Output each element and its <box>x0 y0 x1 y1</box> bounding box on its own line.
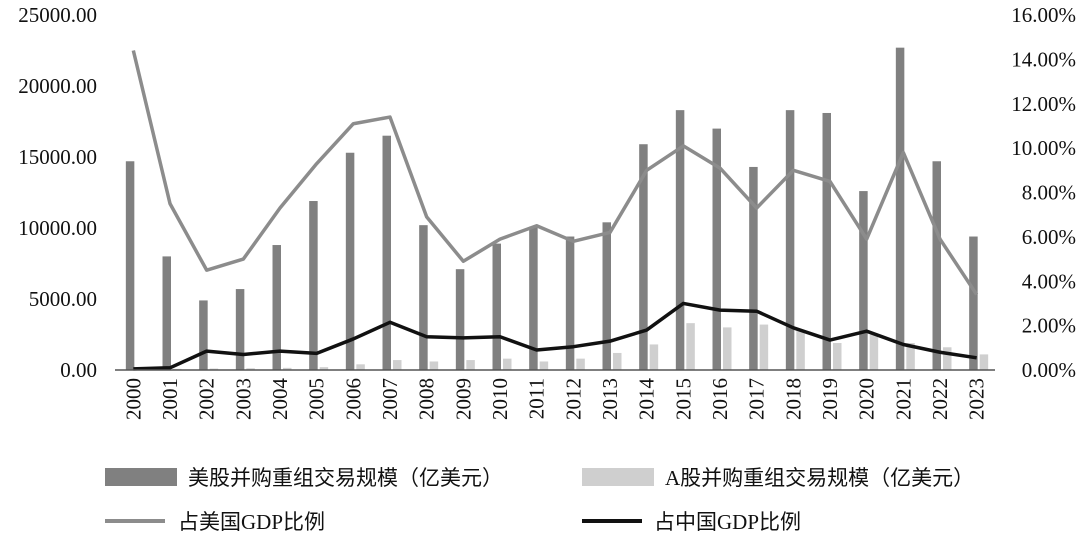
bar-a-share-deals <box>503 358 512 370</box>
x-tick-label: 2016 <box>708 378 732 420</box>
left-tick-label: 5000.00 <box>29 287 97 311</box>
bar-a-share-deals <box>393 360 402 370</box>
left-tick-label: 25000.00 <box>18 3 97 27</box>
x-tick-label: 2001 <box>158 378 182 420</box>
x-tick-label: 2012 <box>561 378 585 420</box>
x-tick-label: 2015 <box>671 378 695 420</box>
right-tick-label: 14.00% <box>1011 47 1076 71</box>
bar-a-share-deals <box>319 367 329 370</box>
bar-a-share-deals <box>246 368 255 370</box>
right-tick-label: 10.00% <box>1011 136 1076 160</box>
x-tick-label: 2003 <box>231 378 255 420</box>
line-cn-gdp-ratio <box>133 301 977 371</box>
x-tick-label: 2011 <box>525 378 549 419</box>
bar-us-deals <box>785 110 795 370</box>
bars <box>125 47 989 370</box>
x-tick-label: 2023 <box>965 378 989 420</box>
x-tick-label: 2022 <box>928 378 952 420</box>
bar-a-share-deals <box>613 352 622 370</box>
bar-a-share-deals <box>686 323 695 370</box>
bar-a-share-deals <box>466 360 475 370</box>
legend-label-us-gdp-ratio: 占美国GDP比例 <box>178 510 325 534</box>
x-tick-label: 2005 <box>305 378 329 420</box>
legend: 美股并购重组交易规模（亿美元） A股并购重组交易规模（亿美元） 占美国GDP比例… <box>105 466 974 534</box>
x-tick-label: 2002 <box>195 378 219 420</box>
bar-us-deals <box>675 110 685 370</box>
x-tick-label: 2009 <box>451 378 475 420</box>
bar-us-deals <box>272 245 281 370</box>
bar-a-share-deals <box>869 334 879 370</box>
left-tick-label: 10000.00 <box>18 216 97 240</box>
lines <box>131 50 979 371</box>
bar-us-deals <box>345 152 355 370</box>
x-tick-label: 2014 <box>635 378 659 421</box>
bar-a-share-deals <box>649 344 659 370</box>
bar-us-deals <box>162 256 171 370</box>
bar-a-share-deals <box>429 361 439 370</box>
bar-a-share-deals <box>979 354 989 370</box>
x-tick-label: 2000 <box>121 378 145 420</box>
right-tick-label: 16.00% <box>1011 3 1076 27</box>
bar-a-share-deals <box>356 364 365 370</box>
bar-a-share-deals <box>943 347 952 370</box>
bar-us-deals <box>749 166 758 370</box>
left-tick-label: 15000.00 <box>18 145 97 169</box>
bar-us-deals <box>309 201 318 370</box>
bar-us-deals <box>969 236 978 370</box>
bar-us-deals <box>565 236 575 370</box>
legend-label-cn-gdp-ratio: 占中国GDP比例 <box>654 510 801 534</box>
bar-a-share-deals <box>539 361 549 370</box>
bar-us-deals <box>419 225 428 370</box>
right-tick-label: 4.00% <box>1022 269 1076 293</box>
left-tick-label: 20000.00 <box>18 74 97 98</box>
bar-a-share-deals <box>906 343 915 370</box>
x-tick-label: 2017 <box>745 378 769 420</box>
x-tick-label: 2021 <box>891 378 915 420</box>
right-tick-label: 2.00% <box>1022 314 1076 338</box>
left-axis-ticks: 0.00 5000.00 10000.00 15000.00 20000.00 25000… <box>18 3 97 382</box>
bar-a-share-deals <box>759 324 769 370</box>
x-tick-label: 2020 <box>855 378 879 420</box>
bar-us-deals <box>822 112 831 370</box>
x-tick-label: 2008 <box>415 378 439 420</box>
bar-us-deals <box>859 191 868 370</box>
x-tick-label: 2013 <box>598 378 622 420</box>
bar-us-deals <box>235 289 245 370</box>
bar-us-deals <box>895 47 905 370</box>
bar-us-deals <box>712 128 721 370</box>
bar-us-deals <box>382 135 391 370</box>
x-axis-ticks: 2000 2001 2002 2003 2004 2005 2006 2007 2008 2009… <box>121 378 988 421</box>
right-tick-label: 8.00% <box>1022 181 1076 205</box>
x-tick-label: 2019 <box>818 378 842 420</box>
bar-us-deals <box>639 144 648 370</box>
bar-us-deals <box>529 226 538 370</box>
right-tick-label: 6.00% <box>1022 225 1076 249</box>
bar-a-share-deals <box>796 330 805 370</box>
bar-us-deals <box>455 269 465 370</box>
left-tick-label: 0.00 <box>60 358 97 382</box>
right-axis-ticks: 0.00% 2.00% 4.00% 6.00% 8.00% 10.00% 12.00% 14.… <box>1011 3 1076 382</box>
x-tick-label: 2006 <box>341 378 365 420</box>
right-tick-label: 12.00% <box>1011 92 1076 116</box>
bar-a-share-deals <box>576 358 585 370</box>
right-tick-label: 0.00% <box>1022 358 1076 382</box>
x-tick-label: 2010 <box>488 378 512 420</box>
bar-a-share-deals <box>833 343 842 370</box>
bar-a-share-deals <box>283 367 292 370</box>
bar-us-deals <box>602 222 611 370</box>
bar-us-deals <box>492 243 501 370</box>
x-tick-label: 2007 <box>378 378 402 420</box>
x-tick-label: 2004 <box>268 378 292 421</box>
legend-swatch-us-deals <box>105 468 177 486</box>
bar-a-share-deals <box>723 327 732 370</box>
x-tick-label: 2018 <box>781 378 805 420</box>
legend-swatch-a-share-deals <box>582 468 654 486</box>
legend-label-us-deals: 美股并购重组交易规模（亿美元） <box>188 466 503 490</box>
bar-us-deals <box>199 300 208 370</box>
bar-us-deals <box>125 161 135 370</box>
bar-us-deals <box>932 161 941 370</box>
legend-label-a-share-deals: A股并购重组交易规模（亿美元） <box>665 466 974 490</box>
line-us-gdp-ratio <box>131 50 979 296</box>
